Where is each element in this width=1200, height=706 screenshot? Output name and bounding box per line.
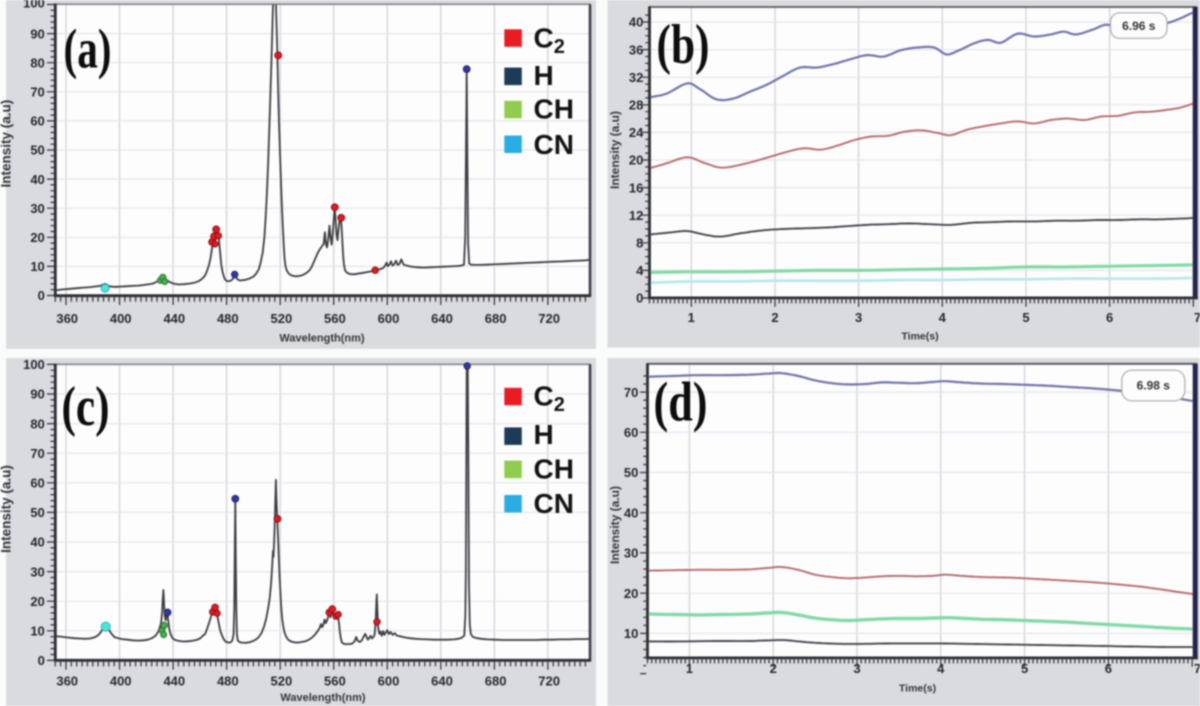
svg-text:7: 7 bbox=[1194, 661, 1200, 676]
svg-text:360: 360 bbox=[56, 311, 78, 326]
svg-text:50: 50 bbox=[30, 505, 44, 520]
svg-text:(c): (c) bbox=[62, 376, 110, 438]
svg-text:0: 0 bbox=[636, 291, 643, 306]
svg-text:560: 560 bbox=[324, 674, 346, 689]
svg-text:Intensity (a.u): Intensity (a.u) bbox=[608, 486, 622, 564]
svg-text:4: 4 bbox=[636, 263, 644, 278]
svg-text:440: 440 bbox=[163, 674, 185, 689]
svg-text:440: 440 bbox=[163, 311, 185, 326]
svg-text:0: 0 bbox=[38, 288, 45, 303]
svg-text:16: 16 bbox=[629, 180, 643, 195]
svg-text:3: 3 bbox=[855, 310, 862, 325]
svg-text:680: 680 bbox=[485, 311, 507, 326]
svg-text:(b): (b) bbox=[657, 14, 710, 76]
svg-text:30: 30 bbox=[30, 564, 44, 579]
svg-text:10: 10 bbox=[30, 624, 44, 639]
svg-text:5: 5 bbox=[1021, 661, 1028, 676]
svg-text:90: 90 bbox=[30, 387, 44, 402]
svg-text:7: 7 bbox=[1194, 310, 1200, 325]
svg-text:Time(s): Time(s) bbox=[901, 331, 938, 343]
svg-text:70: 70 bbox=[30, 446, 44, 461]
svg-text:2: 2 bbox=[771, 310, 778, 325]
svg-text:36: 36 bbox=[629, 42, 643, 57]
svg-text:Intensity (a.u): Intensity (a.u) bbox=[0, 465, 14, 553]
svg-text:2: 2 bbox=[770, 661, 777, 676]
svg-text:6.96 s: 6.96 s bbox=[1122, 19, 1156, 33]
svg-text:10: 10 bbox=[624, 626, 638, 641]
svg-text:0: 0 bbox=[38, 653, 45, 668]
svg-text:28: 28 bbox=[629, 98, 643, 113]
svg-text:640: 640 bbox=[431, 674, 453, 689]
svg-text:100: 100 bbox=[23, 0, 45, 10]
svg-text:1: 1 bbox=[688, 310, 695, 325]
svg-text:60: 60 bbox=[30, 476, 44, 491]
svg-text:4: 4 bbox=[939, 310, 947, 325]
svg-text:480: 480 bbox=[217, 311, 239, 326]
svg-text:80: 80 bbox=[30, 416, 44, 431]
svg-text:Intensity (a.u): Intensity (a.u) bbox=[608, 111, 622, 189]
svg-text:60: 60 bbox=[624, 425, 638, 440]
svg-text:Intensity (a.u): Intensity (a.u) bbox=[0, 100, 14, 188]
svg-text:30: 30 bbox=[624, 546, 638, 561]
svg-text:720: 720 bbox=[538, 311, 560, 326]
svg-text:50: 50 bbox=[624, 465, 638, 480]
svg-text:10: 10 bbox=[30, 259, 44, 274]
svg-text:720: 720 bbox=[538, 674, 560, 689]
svg-text:12: 12 bbox=[629, 208, 643, 223]
svg-text:680: 680 bbox=[485, 674, 507, 689]
svg-text:20: 20 bbox=[30, 594, 44, 609]
svg-text:90: 90 bbox=[30, 26, 44, 41]
svg-text:CH: CH bbox=[534, 94, 574, 125]
svg-text:20: 20 bbox=[624, 586, 638, 601]
svg-text:8: 8 bbox=[636, 236, 643, 251]
svg-text:70: 70 bbox=[30, 85, 44, 100]
svg-text:640: 640 bbox=[431, 311, 453, 326]
svg-text:600: 600 bbox=[378, 674, 400, 689]
svg-text:24: 24 bbox=[629, 125, 644, 140]
svg-text:1: 1 bbox=[686, 661, 693, 676]
svg-text:Time(s): Time(s) bbox=[899, 683, 936, 695]
svg-text:(a): (a) bbox=[64, 19, 112, 81]
svg-text:6: 6 bbox=[1105, 661, 1112, 676]
svg-text:70: 70 bbox=[624, 385, 638, 400]
svg-text:3: 3 bbox=[853, 661, 860, 676]
svg-text:480: 480 bbox=[217, 674, 239, 689]
svg-text:6: 6 bbox=[1106, 310, 1113, 325]
svg-text:CH: CH bbox=[534, 454, 574, 485]
svg-text:H: H bbox=[534, 60, 554, 91]
svg-text:50: 50 bbox=[30, 143, 44, 158]
svg-text:40: 40 bbox=[624, 505, 638, 520]
svg-text:(d): (d) bbox=[654, 372, 708, 434]
svg-text:20: 20 bbox=[629, 153, 643, 168]
svg-text:360: 360 bbox=[56, 674, 78, 689]
svg-text:600: 600 bbox=[378, 311, 400, 326]
svg-text:CN: CN bbox=[534, 129, 574, 160]
svg-text:60: 60 bbox=[30, 114, 44, 129]
svg-text:Wavelength(nm): Wavelength(nm) bbox=[279, 332, 364, 344]
svg-text:6.98 s: 6.98 s bbox=[1137, 379, 1171, 393]
svg-text:400: 400 bbox=[110, 674, 132, 689]
svg-text:Wavelength(nm): Wavelength(nm) bbox=[280, 692, 365, 704]
svg-text:H: H bbox=[534, 419, 554, 450]
svg-text:80: 80 bbox=[30, 55, 44, 70]
svg-text:40: 40 bbox=[629, 15, 643, 30]
svg-text:400: 400 bbox=[110, 311, 132, 326]
svg-text:520: 520 bbox=[271, 674, 293, 689]
svg-text:40: 40 bbox=[30, 535, 44, 550]
svg-text:520: 520 bbox=[271, 311, 293, 326]
svg-text:5: 5 bbox=[1022, 310, 1029, 325]
svg-text:4: 4 bbox=[937, 661, 945, 676]
svg-text:20: 20 bbox=[30, 230, 44, 245]
svg-text:560: 560 bbox=[324, 311, 346, 326]
svg-text:30: 30 bbox=[30, 201, 44, 216]
svg-text:CN: CN bbox=[534, 488, 574, 519]
svg-text:32: 32 bbox=[629, 70, 643, 85]
svg-text:100: 100 bbox=[23, 357, 45, 372]
svg-text:40: 40 bbox=[30, 172, 44, 187]
